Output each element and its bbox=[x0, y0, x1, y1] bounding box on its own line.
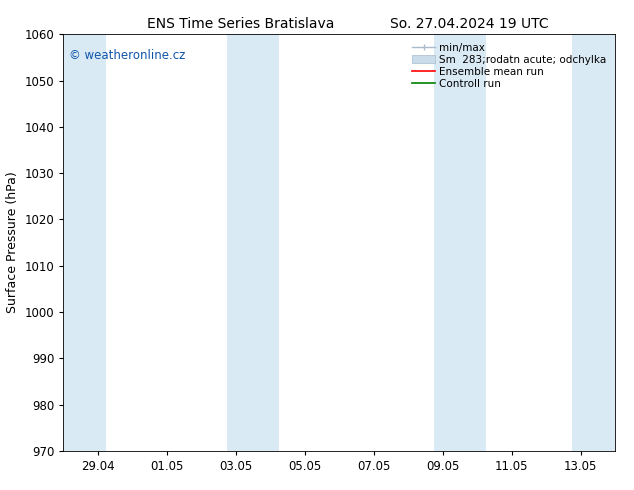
Text: ENS Time Series Bratislava: ENS Time Series Bratislava bbox=[147, 17, 335, 31]
Bar bbox=[227, 34, 279, 451]
Text: So. 27.04.2024 19 UTC: So. 27.04.2024 19 UTC bbox=[390, 17, 548, 31]
Text: © weatheronline.cz: © weatheronline.cz bbox=[69, 49, 185, 62]
Legend: min/max, Sm  283;rodatn acute; odchylka, Ensemble mean run, Controll run: min/max, Sm 283;rodatn acute; odchylka, … bbox=[409, 40, 610, 92]
Bar bbox=[63, 34, 107, 451]
Y-axis label: Surface Pressure (hPa): Surface Pressure (hPa) bbox=[6, 172, 19, 314]
Bar bbox=[572, 34, 615, 451]
Bar bbox=[434, 34, 486, 451]
